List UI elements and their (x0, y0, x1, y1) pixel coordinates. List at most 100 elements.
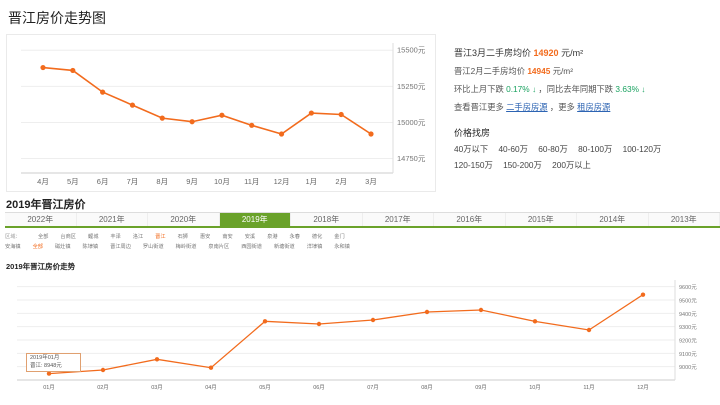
district-filter-item[interactable]: 惠安 (199, 234, 211, 240)
district-filter-item[interactable]: 晋江 (155, 234, 166, 240)
data-point[interactable] (100, 89, 106, 95)
x-tick-label: 08月 (421, 384, 433, 391)
district-filter-item[interactable]: 台商区 (60, 234, 76, 240)
more-links-row: 查看晋江更多 二手房房源 ，更多 租房房源 (454, 98, 716, 116)
town-filter-item[interactable]: 西园街道 (241, 244, 262, 250)
price-range-link[interactable]: 80-100万 (578, 144, 613, 154)
data-point[interactable] (308, 110, 314, 116)
y-tick-label: 9100元 (679, 351, 697, 358)
data-point[interactable] (532, 319, 538, 324)
district-filter-item[interactable]: 金门 (334, 234, 345, 240)
price-range-link[interactable]: 150-200万 (503, 160, 542, 170)
town-filter-item[interactable]: 洋埭镇 (306, 244, 323, 250)
data-point[interactable] (70, 67, 76, 74)
data-point[interactable] (46, 371, 52, 376)
x-tick-label: 5月 (67, 177, 79, 186)
x-tick-label: 12月 (274, 177, 290, 186)
data-point[interactable] (316, 321, 322, 327)
data-point[interactable] (129, 102, 136, 108)
data-point[interactable] (640, 292, 646, 297)
data-point[interactable] (154, 357, 160, 362)
district-filter-item[interactable]: 全部 (38, 234, 49, 240)
y-tick-label: 15000元 (397, 118, 426, 127)
x-tick-label: 12月 (637, 384, 649, 391)
data-point[interactable] (368, 131, 374, 137)
price-range-link[interactable]: 120-150万 (454, 160, 493, 170)
district-filter-item[interactable]: 石狮 (177, 234, 188, 240)
district-filter-item[interactable]: 鲤城 (88, 234, 99, 240)
previous-price-label: 晋江2月二手房均价 (454, 66, 525, 76)
top-chart-svg: 14750元 15000元 15250元 15500元 4月 5月 6月 7月 8月 9月 10月 1… (21, 43, 426, 186)
area-filters: 区域： 全部 台商区 鲤城 丰泽 洛江 晋江 石狮 惠安 南安 安溪 泉港 永春 德化 金门 安海镇 全部磁… (5, 232, 720, 254)
tab-year[interactable]: 2018年 (291, 213, 363, 226)
x-tick-label: 05月 (259, 384, 271, 391)
tab-year[interactable]: 2014年 (577, 213, 649, 226)
data-point[interactable] (100, 367, 106, 373)
tab-year[interactable]: 2013年 (649, 213, 720, 226)
data-point[interactable] (249, 122, 255, 128)
data-point[interactable] (40, 64, 46, 71)
town-filter-item[interactable]: 罗山街道 (142, 244, 164, 250)
tab-year[interactable]: 2022年 (5, 213, 77, 226)
x-tick-label: 03月 (151, 384, 163, 391)
price-range-link[interactable]: 60-80万 (538, 144, 568, 154)
data-point[interactable] (159, 115, 165, 121)
y-tick-label: 14750元 (397, 154, 426, 163)
price-range-link[interactable]: 40-60万 (498, 144, 528, 154)
data-point[interactable] (189, 119, 195, 125)
town-filter-item[interactable]: 磁灶镇 (54, 244, 71, 250)
x-tick-label: 07月 (367, 384, 379, 391)
town-filter-row: 安海镇 全部 磁灶镇 陈埭镇 晋江周边 罗山街道 梅岭街道 泉南片区 西园街道 新塘街道 洋埭镇 永和… (5, 242, 720, 252)
second-hand-listings-link[interactable]: 二手房房源 (506, 102, 548, 112)
tab-year[interactable]: 2021年 (77, 213, 148, 226)
data-point[interactable] (262, 319, 268, 324)
town-filter-item[interactable]: 全部 (32, 244, 43, 250)
tab-year[interactable]: 2015年 (506, 213, 577, 226)
town-filter-item[interactable]: 晋江周边 (110, 244, 131, 250)
previous-price-value: 14945 (527, 66, 551, 76)
district-filter-item[interactable]: 洛江 (132, 234, 144, 240)
tab-year[interactable]: 2016年 (434, 213, 506, 226)
data-point[interactable] (219, 112, 225, 118)
x-tick-label: 2月 (335, 177, 347, 186)
y-tick-label: 9200元 (679, 338, 697, 345)
more-links-label: 查看晋江更多 (454, 102, 504, 112)
town-filter-item[interactable]: 梅岭街道 (175, 244, 197, 250)
data-point[interactable] (370, 317, 376, 323)
x-tick-label: 09月 (475, 384, 487, 391)
district-filter-item[interactable]: 泉港 (267, 234, 278, 240)
price-range-link[interactable]: 100-120万 (622, 144, 662, 154)
district-filter-item[interactable]: 南安 (222, 234, 233, 240)
data-point[interactable] (278, 131, 285, 137)
top-price-chart: 14750元 15000元 15250元 15500元 4月 5月 6月 7月 8月 9月 10月 1… (6, 34, 436, 192)
town-filter-item[interactable]: 新塘街道 (273, 244, 295, 250)
district-filter-item[interactable]: 永春 (289, 234, 300, 240)
town-filter-item[interactable]: 陈埭镇 (82, 244, 99, 250)
year-tab-underline (5, 226, 720, 228)
tab-year[interactable]: 2020年 (148, 213, 220, 226)
y-tick-label: 9400元 (679, 311, 697, 318)
tab-year[interactable]: 2017年 (363, 213, 434, 226)
district-filter-item[interactable]: 丰泽 (110, 234, 121, 240)
x-tick-label: 1月 (306, 177, 318, 186)
price-range-list: 40万以下 40-60万 60-80万 80-100万 100-120万 120… (454, 141, 674, 173)
town-filter-item[interactable]: 永和镇 (334, 244, 350, 250)
bottom-chart-svg: 9000元 9100元 9200元 9300元 9400元 9500元 9600元 01月 02… (17, 280, 697, 391)
x-tick-label: 11月 (583, 384, 594, 391)
data-point[interactable] (478, 307, 484, 313)
price-range-link[interactable]: 200万以上 (552, 160, 591, 170)
rental-listings-link[interactable]: 租房房源 (577, 102, 611, 112)
data-point[interactable] (208, 365, 214, 370)
x-tick-label: 01月 (43, 384, 55, 391)
price-range-link[interactable]: 40万以下 (454, 144, 489, 154)
x-tick-label: 06月 (313, 384, 325, 391)
data-point[interactable] (586, 327, 592, 333)
town-filter-item[interactable]: 安海镇 (5, 244, 21, 250)
district-filter-item[interactable]: 安溪 (244, 234, 256, 240)
more-links-separator: ，更多 (549, 102, 575, 112)
data-point[interactable] (338, 111, 344, 118)
town-filter-item[interactable]: 泉南片区 (208, 244, 230, 250)
data-point[interactable] (424, 309, 430, 315)
tab-year-active[interactable]: 2019年 (219, 213, 291, 226)
district-filter-item[interactable]: 德化 (311, 234, 323, 240)
